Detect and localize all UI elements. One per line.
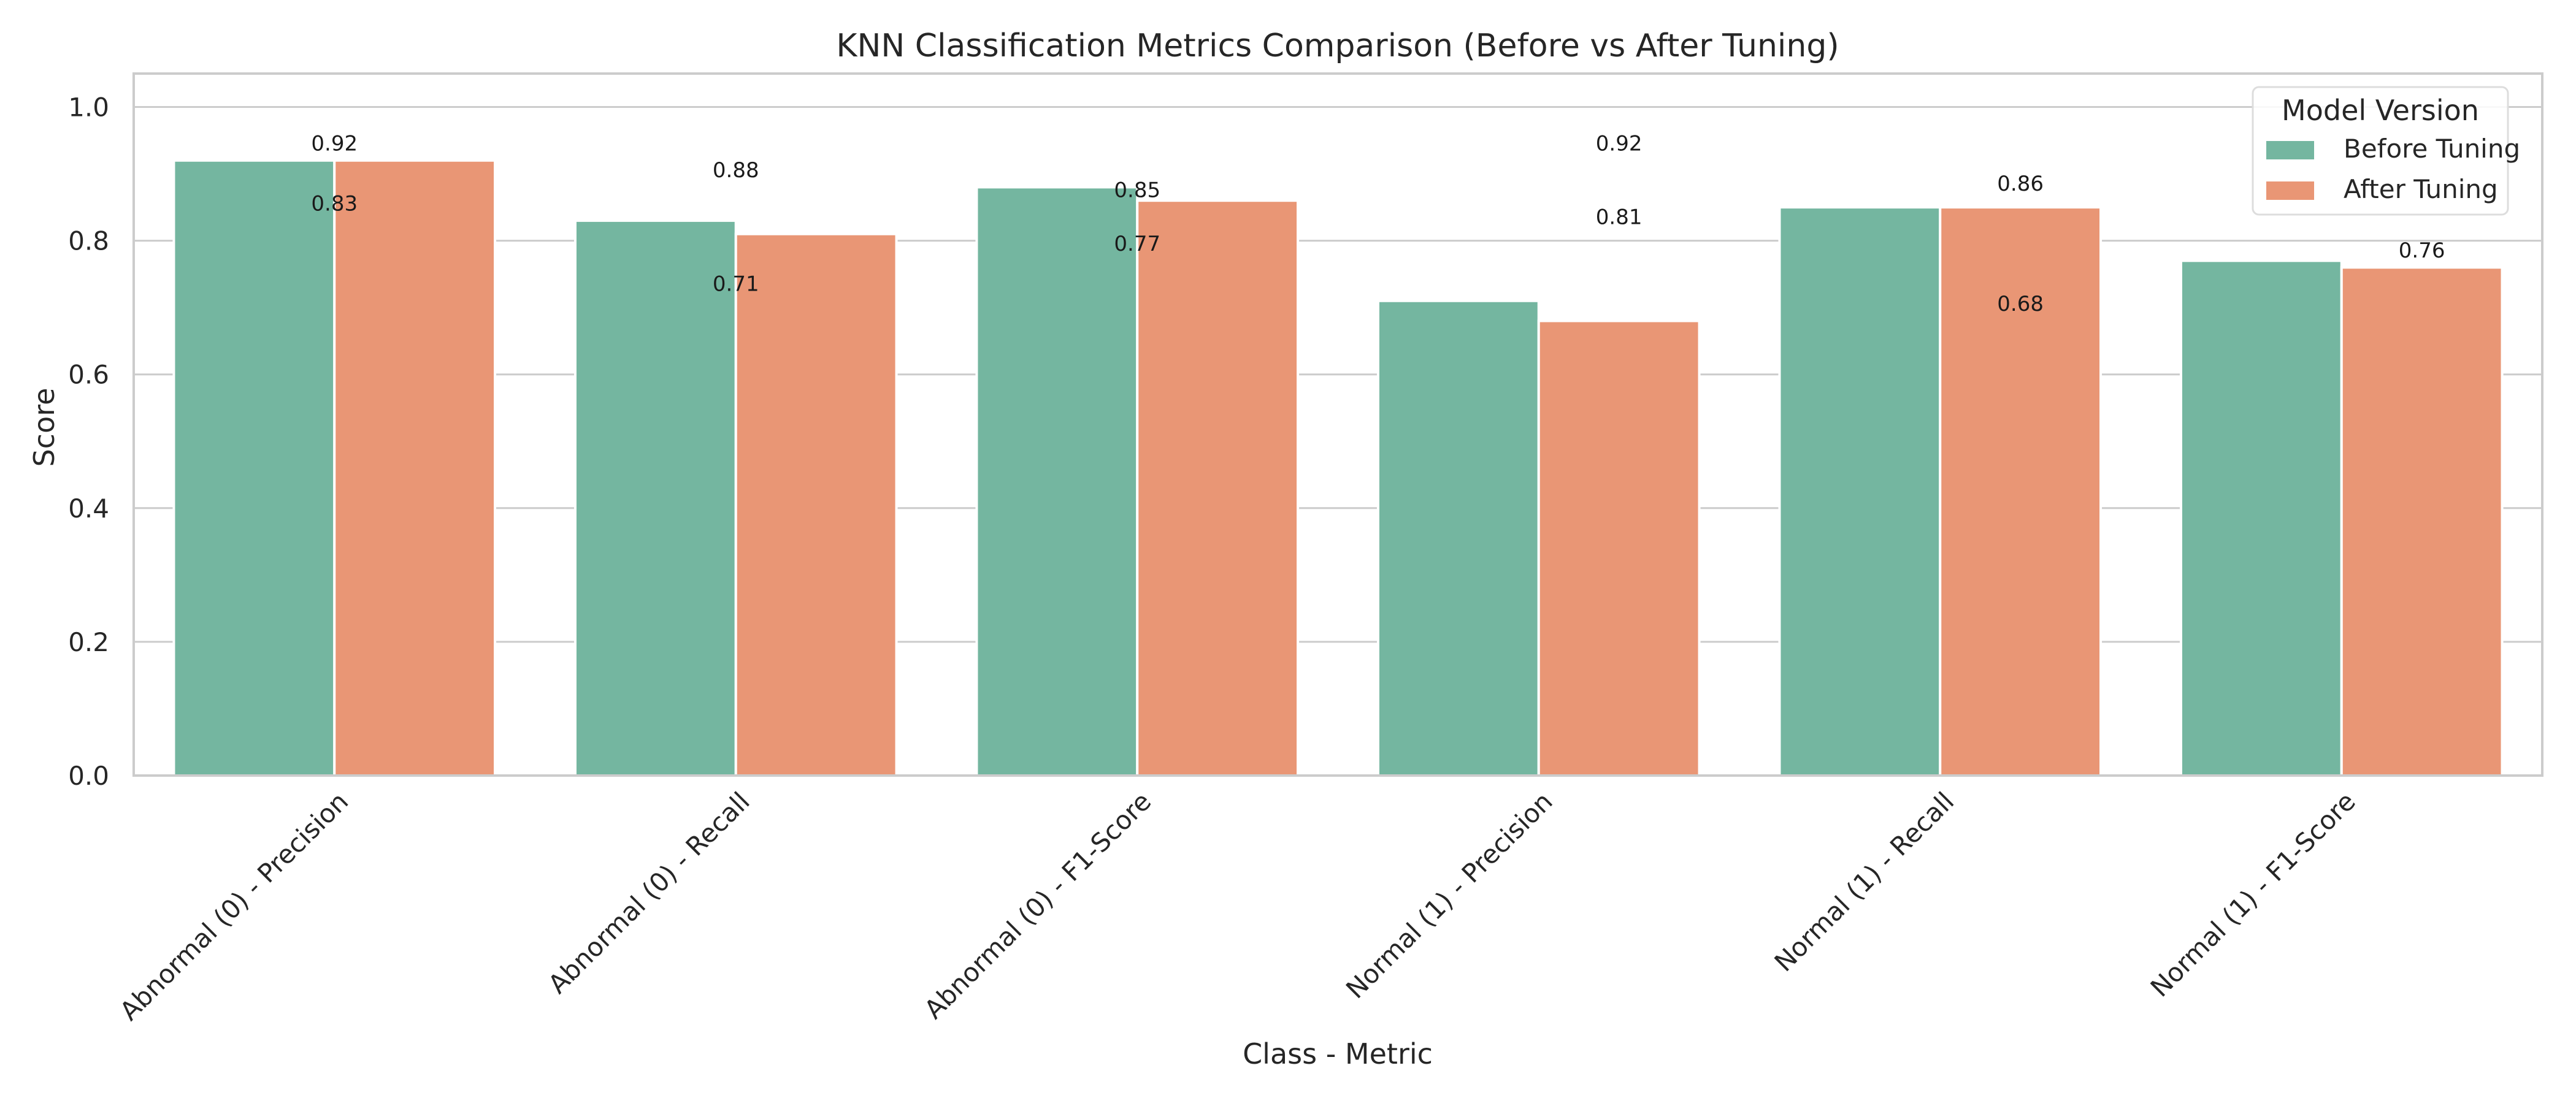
legend-box (2252, 86, 2509, 216)
bar-series-1 (734, 232, 898, 777)
data-label: 0.71 (713, 272, 759, 296)
chart-title: KNN Classification Metrics Comparison (B… (836, 28, 1839, 64)
data-label: 0.92 (311, 131, 358, 156)
x-tick-label: Normal (1) - Precision (1340, 786, 1558, 1004)
bar-series-1 (2340, 266, 2504, 777)
data-label: 0.86 (1997, 172, 2044, 196)
y-tick-label: 1.0 (68, 93, 109, 123)
y-tick-label: 0.8 (68, 226, 109, 256)
legend-swatch-0 (2266, 141, 2314, 159)
y-axis-label: Score (28, 388, 61, 467)
bar-series-0 (1778, 206, 1942, 777)
data-label: 0.83 (311, 192, 358, 216)
data-label: 0.77 (1114, 232, 1160, 256)
y-tick-label: 0.6 (68, 360, 109, 390)
legend-swatch-1 (2266, 181, 2314, 200)
y-tick-label: 0.4 (68, 494, 109, 524)
legend-label-0: Before Tuning (2344, 134, 2520, 164)
legend: Model Version Before Tuning After Tuning (2252, 86, 2520, 216)
bars (172, 159, 2504, 777)
bar-series-0 (2179, 259, 2343, 777)
bar-series-0 (1376, 299, 1540, 777)
data-labels: 0.92 0.83 0.88 0.71 0.85 0.77 0.92 0.81 0.86 0.68… (311, 131, 2445, 316)
bar-series-0 (975, 186, 1139, 777)
data-label: 0.92 (1596, 131, 1643, 156)
bar-series-1 (1537, 319, 1701, 777)
plot-border (132, 72, 2543, 777)
x-axis-label: Class - Metric (1243, 1037, 1433, 1070)
bar-series-0 (172, 159, 336, 777)
data-label: 0.88 (713, 158, 759, 183)
legend-title: Model Version (2282, 94, 2479, 127)
bar-series-1 (333, 159, 497, 777)
data-label: 0.68 (1997, 292, 2044, 316)
x-tick-label: Normal (1) - Recall (1769, 786, 1960, 977)
y-tick-label: 0.0 (68, 761, 109, 791)
x-tick-label: Normal (1) - F1-Score (2145, 786, 2361, 1002)
plot-frame (132, 72, 2543, 777)
y-tick-label: 0.2 (68, 627, 109, 657)
data-label: 0.76 (2399, 238, 2445, 263)
x-tick-label: Abnormal (0) - Precision (114, 786, 354, 1026)
bar-series-1 (1136, 199, 1300, 777)
data-label: 0.85 (1114, 178, 1160, 203)
data-label: 0.81 (1596, 205, 1643, 229)
bar-series-0 (573, 219, 737, 777)
x-tick-label: Abnormal (0) - Recall (542, 786, 756, 999)
x-tick-label: Abnormal (0) - F1-Score (918, 786, 1157, 1024)
legend-label-1: After Tuning (2344, 174, 2498, 204)
